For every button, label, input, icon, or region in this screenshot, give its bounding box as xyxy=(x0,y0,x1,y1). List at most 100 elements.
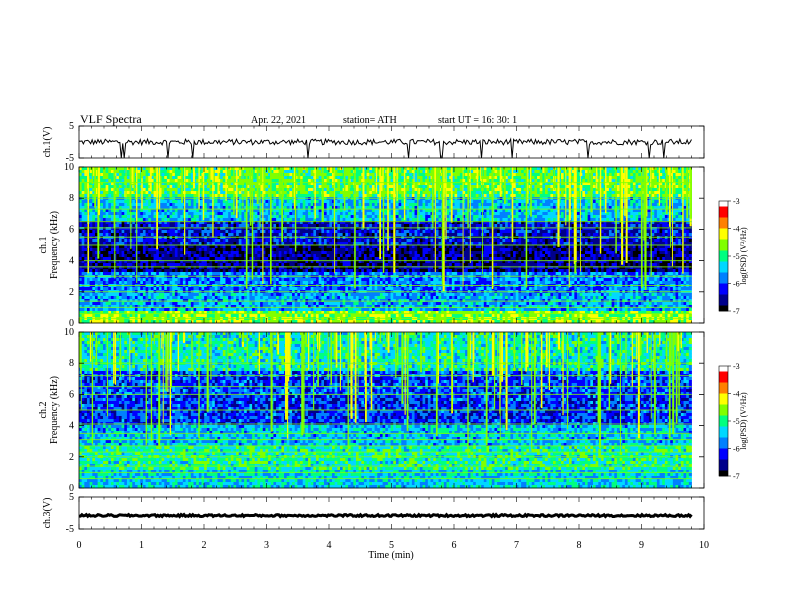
spectrogram-cell xyxy=(632,188,636,192)
spectrogram-cell xyxy=(300,206,304,210)
spectrogram-cell xyxy=(222,182,226,186)
spectrogram-cell xyxy=(584,212,589,216)
spectrogram-cell xyxy=(366,179,370,183)
spectrogram-cell xyxy=(289,188,293,192)
spectrogram-cell xyxy=(105,218,109,222)
spectrogram-cell xyxy=(166,191,170,195)
spectrogram-cell xyxy=(185,212,189,216)
spectrogram-cell xyxy=(318,167,322,171)
spectrogram-cell xyxy=(579,215,583,219)
spectrogram-cell xyxy=(662,173,666,177)
spectrogram-cell xyxy=(297,224,301,228)
spectrogram-cell xyxy=(180,224,184,228)
spectrogram-cell xyxy=(651,179,655,183)
spectrogram-cell xyxy=(241,224,245,228)
spectrogram-cell xyxy=(233,200,237,204)
spectrogram-cell xyxy=(374,215,378,219)
spectrogram-cell xyxy=(467,185,471,189)
spectrogram-cell xyxy=(473,173,477,177)
spectrogram-cell xyxy=(518,194,522,198)
spectrogram-cell xyxy=(598,182,602,186)
spectrogram-cell xyxy=(300,167,304,171)
spectrogram-cell xyxy=(225,212,229,216)
spectrogram-cell xyxy=(273,191,277,195)
spectrogram-cell xyxy=(334,224,338,228)
spectrogram-cell xyxy=(632,203,636,207)
spectrogram-cell xyxy=(116,200,120,204)
spectrogram-cell xyxy=(225,191,229,195)
spectrogram-cell xyxy=(670,194,674,198)
spectrogram-cell xyxy=(656,182,660,186)
spectrogram-cell xyxy=(497,224,501,228)
spectrogram-cell xyxy=(465,203,469,207)
spectrogram-cell xyxy=(148,215,152,219)
spectrogram-cell xyxy=(616,194,620,198)
spectrogram-cell xyxy=(118,206,123,210)
spectrogram-cell xyxy=(350,173,354,177)
spectrogram-cell xyxy=(177,170,181,174)
spectrogram-cell xyxy=(310,212,314,216)
spectrogram-cell xyxy=(478,188,482,192)
spectrogram-cell xyxy=(284,173,288,177)
spectrogram-cell xyxy=(521,185,525,189)
spectrogram-cell xyxy=(228,203,232,207)
spectrogram-cell xyxy=(635,194,639,198)
spectrogram-cell xyxy=(198,182,202,186)
spectrogram-cell xyxy=(545,173,549,177)
spectrogram-cell xyxy=(584,215,589,219)
spectrogram-cell xyxy=(212,173,216,177)
spectrogram-cell xyxy=(627,170,631,174)
spectrogram-cell xyxy=(89,191,93,195)
spectrogram-cell xyxy=(161,206,165,210)
spectrogram-cell xyxy=(289,182,293,186)
spectrogram-cell xyxy=(220,218,224,222)
spectrogram-cell xyxy=(228,170,232,174)
spectrogram-cell xyxy=(638,176,642,180)
spectrogram-cell xyxy=(350,167,354,171)
spectrogram-cell xyxy=(579,200,583,204)
spectrogram-cell xyxy=(217,185,221,189)
spectrogram-cell xyxy=(403,173,407,177)
spectrogram-cell xyxy=(318,176,322,180)
spectrogram-cell xyxy=(483,188,487,192)
spectrogram-cell xyxy=(337,206,341,210)
spectrogram-cell xyxy=(478,176,482,180)
spectrogram-cell xyxy=(148,182,152,186)
spectrogram-cell xyxy=(425,170,429,174)
spectrogram-cell xyxy=(331,200,336,204)
spectrogram-cell xyxy=(542,167,546,171)
spectrogram-cell xyxy=(390,194,394,198)
spectrogram-cell xyxy=(648,200,652,204)
spectrogram-cell xyxy=(547,173,551,177)
spectrogram-cell xyxy=(606,212,610,216)
spectrogram-cell xyxy=(132,194,136,198)
spectrogram-cell xyxy=(233,167,237,171)
spectrogram-cell xyxy=(193,200,197,204)
spectrogram-cell xyxy=(286,179,290,183)
y-tick-label: 5 xyxy=(69,121,74,132)
spectrogram-cell xyxy=(473,170,477,174)
spectrogram-cell xyxy=(672,191,676,195)
spectrogram-cell xyxy=(172,203,176,207)
spectrogram-cell xyxy=(150,203,154,207)
spectrogram-cell xyxy=(438,200,442,204)
spectrogram-cell xyxy=(142,224,146,228)
spectrogram-cell xyxy=(686,218,690,222)
spectrogram-cell xyxy=(161,224,165,228)
spectrogram-cell xyxy=(254,179,258,183)
spectrogram-cell xyxy=(454,173,458,177)
spectrogram-cell xyxy=(374,200,378,204)
spectrogram-cell xyxy=(515,218,519,222)
spectrogram-cell xyxy=(148,194,152,198)
spectrogram-cell xyxy=(616,215,620,219)
spectrogram-cell xyxy=(257,188,261,192)
spectrogram-cell xyxy=(459,176,463,180)
spectrogram-cell xyxy=(79,200,83,204)
spectrogram-cell xyxy=(651,170,655,174)
spectrogram-cell xyxy=(355,203,360,207)
spectrogram-cell xyxy=(190,179,194,183)
spectrogram-cell xyxy=(158,215,162,219)
spectrogram-cell xyxy=(622,170,626,174)
spectrogram-cell xyxy=(563,194,567,198)
spectrogram-cell xyxy=(646,179,650,183)
